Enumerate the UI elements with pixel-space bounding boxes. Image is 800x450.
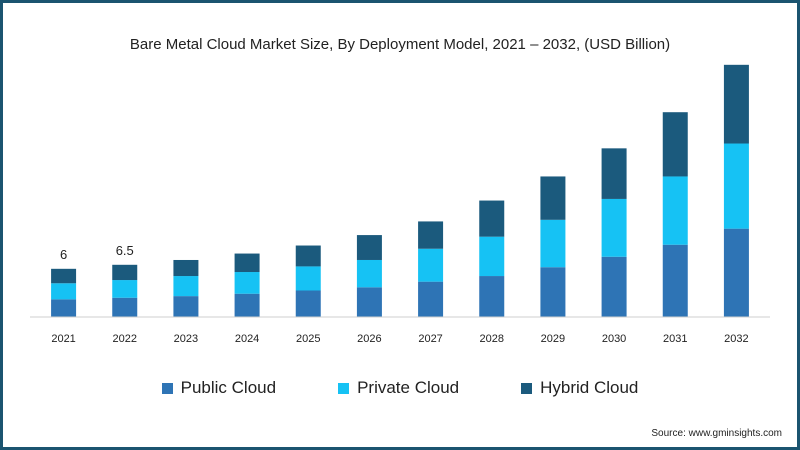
x-tick-group: 2021 2022 2023 2024 2025 2026 2027 2028 2029 2030… [51,333,748,345]
bar-private-cloud-2026 [356,259,382,288]
bar-public-cloud-2021 [51,299,77,317]
legend-label-private-cloud: Private Cloud [357,378,460,397]
x-tick-label-2022: 2022 [113,333,137,345]
bar-public-cloud-2031 [662,244,688,317]
bar-private-cloud-2023 [173,276,199,297]
x-tick-label-2027: 2027 [418,333,442,345]
bar-hybrid-cloud-2027 [418,221,444,249]
bar-private-cloud-2029 [540,219,566,268]
x-tick-label-2021: 2021 [51,333,75,345]
bar-public-cloud-2025 [295,290,321,317]
source-note: Source: www.gminsights.com [651,428,782,439]
bar-hybrid-cloud-2021 [51,268,77,284]
bar-group [51,64,749,317]
bar-hybrid-cloud-2032 [723,64,749,144]
bar-private-cloud-2027 [418,248,444,282]
bar-hybrid-cloud-2023 [173,259,199,277]
bar-private-cloud-2024 [234,272,260,294]
bar-private-cloud-2028 [479,236,505,277]
x-tick-label-2023: 2023 [174,333,198,345]
bar-public-cloud-2028 [479,276,505,317]
data-label-2022: 6.5 [116,243,134,258]
x-tick-label-2031: 2031 [663,333,687,345]
bar-public-cloud-2022 [112,297,138,317]
x-tick-label-2026: 2026 [357,333,381,345]
x-tick-label-2032: 2032 [724,333,748,345]
bar-public-cloud-2030 [601,256,627,317]
x-tick-label-2030: 2030 [602,333,626,345]
bar-hybrid-cloud-2031 [662,112,688,177]
legend-item-private-cloud: Private Cloud [338,378,459,398]
legend-item-public-cloud: Public Cloud [161,378,277,398]
x-tick-label-2025: 2025 [296,333,320,345]
legend-swatch-private-cloud [338,382,350,394]
bar-public-cloud-2029 [540,267,566,317]
x-tick-label-2029: 2029 [541,333,565,345]
bar-hybrid-cloud-2024 [234,253,260,273]
bar-public-cloud-2026 [356,287,382,317]
legend-swatch-public-cloud [161,382,173,394]
bar-hybrid-cloud-2030 [601,148,627,199]
bar-private-cloud-2025 [295,266,321,291]
data-label-2021: 6 [60,247,67,262]
bar-hybrid-cloud-2026 [356,235,382,260]
bar-private-cloud-2031 [662,176,688,245]
bar-private-cloud-2022 [112,280,138,298]
bar-public-cloud-2027 [418,281,444,317]
bar-hybrid-cloud-2028 [479,200,505,237]
data-label-group: 6 6.5 [60,243,134,262]
legend-swatch-hybrid-cloud [521,382,533,394]
bar-private-cloud-2030 [601,198,627,257]
bar-public-cloud-2024 [234,293,260,317]
legend-label-hybrid-cloud: Hybrid Cloud [540,378,639,397]
legend: Public Cloud Private Cloud Hybrid Cloud [0,377,800,399]
x-tick-label-2028: 2028 [480,333,504,345]
legend-label-public-cloud: Public Cloud [180,378,277,397]
x-tick-label-2024: 2024 [235,333,259,345]
bar-public-cloud-2032 [723,228,749,317]
bar-hybrid-cloud-2025 [295,245,321,267]
bar-private-cloud-2032 [723,143,749,229]
bar-hybrid-cloud-2022 [112,264,138,281]
bar-private-cloud-2021 [51,283,77,300]
bar-public-cloud-2023 [173,296,199,317]
bar-hybrid-cloud-2029 [540,176,566,220]
chart-title: Bare Metal Cloud Market Size, By Deploym… [129,36,671,53]
legend-item-hybrid-cloud: Hybrid Cloud [521,378,638,398]
